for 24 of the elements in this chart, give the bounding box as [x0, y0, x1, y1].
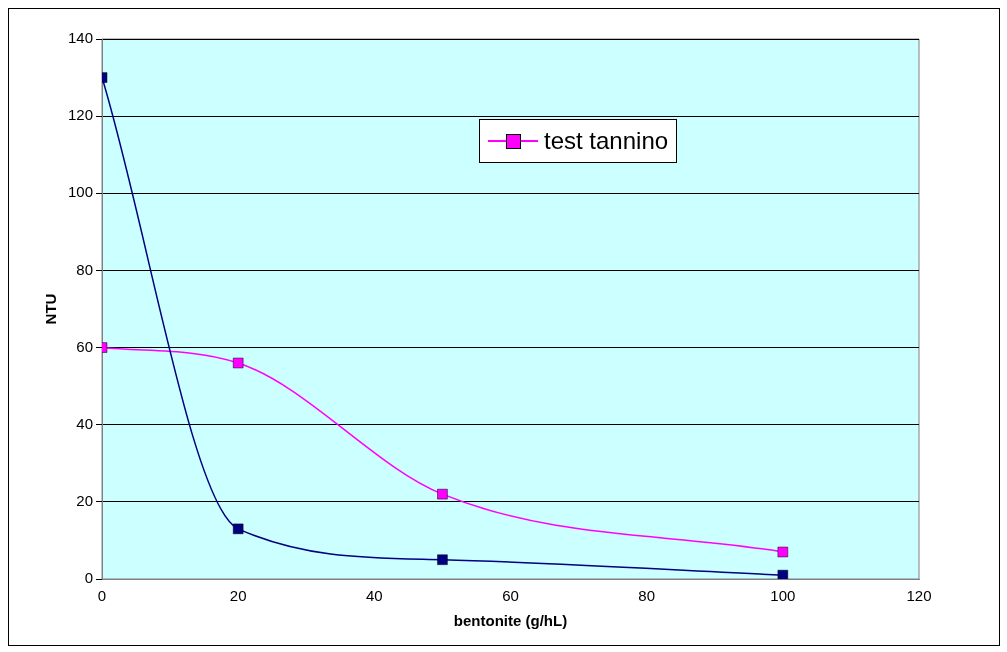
- point: [437, 554, 448, 565]
- x-tick-label: 100: [770, 587, 796, 605]
- y-tick-label: 20: [76, 492, 94, 509]
- x-axis-title: bentonite (g/hL): [453, 612, 568, 630]
- x-tick-label: 80: [638, 587, 656, 605]
- point: [232, 357, 244, 369]
- point: [232, 523, 244, 535]
- x-tick-label: 60: [502, 587, 519, 605]
- x-tick-label: 40: [366, 587, 383, 605]
- y-tick-label: 40: [76, 414, 94, 432]
- point: [777, 569, 789, 579]
- y-tick-label: 80: [76, 260, 94, 278]
- point: [437, 488, 448, 500]
- y-tick-label: 140: [68, 29, 94, 47]
- x-tick-label: 0: [97, 587, 107, 605]
- y-tick-label: 100: [68, 183, 94, 201]
- y-tick-label: 120: [68, 106, 94, 124]
- x-tick-label: 20: [229, 587, 247, 605]
- legend-label: test tannino: [544, 126, 669, 156]
- point: [777, 546, 789, 558]
- y-tick-label: 60: [76, 337, 94, 355]
- y-axis-title: NTU: [42, 293, 60, 325]
- x-tick-label: 120: [906, 587, 932, 605]
- y-tick-label: 0: [84, 569, 94, 587]
